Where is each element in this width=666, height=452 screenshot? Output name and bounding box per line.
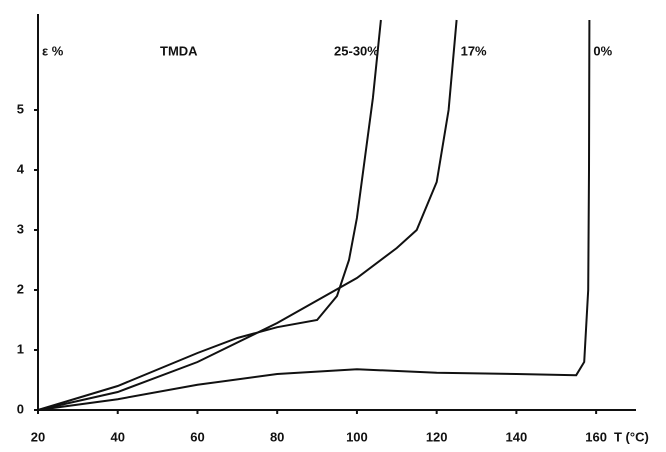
series-line <box>37 19 458 411</box>
x-tick-label: 120 <box>426 429 448 444</box>
series-line <box>37 19 382 411</box>
y-tick-label: 2 <box>17 281 24 296</box>
series-label: 0% <box>593 43 612 58</box>
x-tick-label: 40 <box>110 429 124 444</box>
x-axis-label: T (°C) <box>614 429 649 444</box>
y-tick-label: 0 <box>17 401 24 416</box>
x-tick-label: 20 <box>31 429 45 444</box>
y-tick-label: 1 <box>17 341 24 356</box>
series-label: 17% <box>461 43 487 58</box>
y-tick-label: 4 <box>17 161 25 176</box>
x-tick-label: 60 <box>190 429 204 444</box>
annotation: TMDA <box>160 43 198 58</box>
x-tick-label: 100 <box>346 429 368 444</box>
y-axis-label: ε % <box>42 43 64 58</box>
series-line <box>37 19 591 411</box>
y-tick-label: 5 <box>17 101 24 116</box>
y-tick-label: 3 <box>17 221 24 236</box>
x-tick-label: 140 <box>506 429 528 444</box>
x-tick-label: 160 <box>585 429 607 444</box>
series-label: 25-30% <box>334 43 379 58</box>
x-tick-label: 80 <box>270 429 284 444</box>
